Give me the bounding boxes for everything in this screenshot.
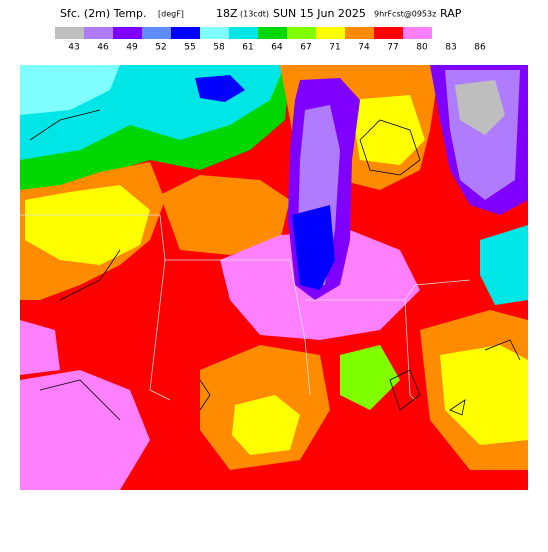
region-blue [195,75,245,102]
model: RAP [440,7,462,20]
forecast: 9hrFcst@0953z [374,10,436,19]
color-swatch [113,27,142,39]
legend-label: 74 [358,43,370,53]
color-swatch [200,27,229,39]
region-yellow-east [440,345,528,445]
legend-label: 77 [387,43,398,53]
legend-label: 86 [474,43,486,53]
color-swatch [171,27,200,39]
legend-label: 64 [271,43,283,53]
color-swatch [403,27,432,39]
legend-label: 83 [445,43,456,53]
title: Sfc. (2m) Temp. [degF] 18Z (13cdt) SUN 1… [60,7,462,20]
region-pink-southwest [20,370,150,490]
color-swatch [432,27,461,39]
local-time: (13cdt) [240,10,269,19]
legend-label: 46 [97,43,109,53]
unit: [degF] [158,10,184,19]
legend-label: 58 [213,43,225,53]
color-swatch [84,27,113,39]
color-swatch [55,27,84,39]
date: SUN 15 Jun 2025 [273,7,366,20]
color-swatch [258,27,287,39]
lake-huron-cold [455,80,505,135]
field: Sfc. (2m) Temp. [60,7,147,20]
region-orange-central [160,175,290,255]
boundaries [20,109,521,421]
color-swatch [229,27,258,39]
color-swatch [142,27,171,39]
region-yellow-west [25,185,150,265]
region-lightgreen [340,345,400,410]
color-swatch [316,27,345,39]
region-yellow-south [232,395,300,455]
map [20,65,528,490]
legend-label: 67 [300,43,311,53]
lake-michigan-south [292,205,335,290]
legend-label: 80 [416,43,428,53]
legend-label: 52 [155,43,166,53]
color-swatch [287,27,316,39]
legend-label: 71 [329,43,340,53]
region-pink-west [20,320,60,375]
legend-label: 61 [242,43,253,53]
colorbar: 43 46 49 52 55 58 61 64 67 71 74 77 80 83 86 [55,27,486,53]
region-cyan-east [480,225,528,305]
color-swatch [345,27,374,39]
legend-label: 49 [126,43,138,53]
region-yellow-north [350,95,425,165]
region-light-cyan [20,65,120,115]
legend-label: 55 [184,43,195,53]
time: 18Z [216,7,238,20]
color-swatch [374,27,403,39]
legend-label: 43 [68,43,79,53]
